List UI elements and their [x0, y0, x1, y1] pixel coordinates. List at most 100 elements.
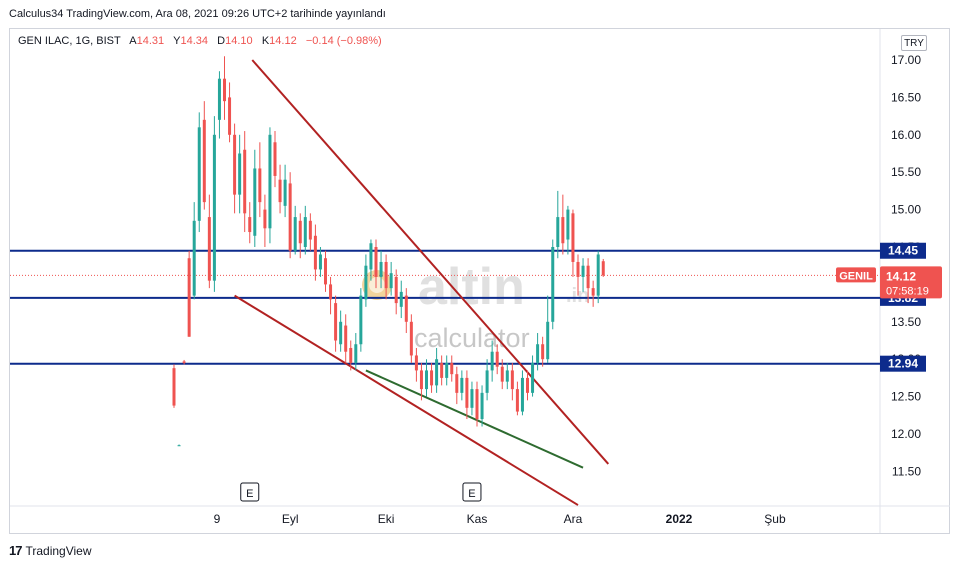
symbol-name: GEN ILAC, 1G, BIST: [18, 35, 121, 47]
earnings-marker-label: E: [246, 488, 253, 500]
candle-body: [430, 370, 434, 386]
candle-body: [551, 247, 555, 322]
earnings-marker-box: [462, 482, 482, 502]
candle-body: [536, 344, 540, 363]
chart-frame[interactable]: [9, 28, 950, 534]
level-price-tag: [880, 242, 926, 259]
candle-body: [278, 179, 282, 203]
last-price-value: 14.12: [886, 269, 916, 283]
candle-body: [243, 149, 247, 214]
candle-body: [591, 288, 595, 296]
candle-body: [581, 265, 585, 277]
candle-body: [495, 351, 499, 367]
last-price-countdown: 07:58:19: [886, 285, 929, 297]
candle-body: [465, 377, 469, 408]
watermark-subtext: calculator: [414, 323, 530, 353]
candle-body: [510, 370, 514, 390]
candle-body: [485, 370, 489, 393]
change-value: −0.14 (−0.98%): [305, 35, 382, 47]
candle-body: [233, 134, 237, 195]
candle-body: [389, 273, 393, 289]
candle-body: [217, 78, 221, 120]
symbol-tag: [836, 267, 876, 283]
candle-body: [273, 142, 277, 176]
symbol-tag-label: GENIL: [839, 270, 873, 282]
time-tick-label: Eki: [378, 512, 395, 526]
candle-body: [546, 321, 550, 360]
candle-body: [399, 291, 403, 307]
trendline-channel-lower: [234, 294, 579, 506]
earnings-marker-box: [240, 482, 260, 502]
candle-body: [202, 119, 206, 203]
trendlines: [234, 59, 610, 506]
price-axis: 17.0016.5016.0015.5015.0014.5014.0013.50…: [891, 53, 921, 478]
candles: [172, 56, 605, 447]
last-price-tag: [880, 266, 942, 299]
candle-body: [561, 217, 565, 244]
candle-body: [313, 235, 317, 270]
time-tick-label: Kas: [467, 512, 488, 526]
candle-body: [324, 258, 327, 285]
time-tick-label: 9: [214, 512, 221, 526]
candle-body: [435, 359, 439, 386]
candle-body: [440, 362, 444, 378]
price-tick-label: 16.50: [891, 90, 921, 104]
candle-body: [364, 265, 368, 300]
candle-body: [571, 213, 575, 262]
candle-body: [541, 344, 545, 360]
low-value: 14.10: [225, 35, 253, 47]
candle-body: [303, 217, 307, 247]
high-label: Y: [173, 35, 181, 47]
candle-body: [490, 351, 494, 371]
candle-body: [379, 261, 383, 277]
low-label: D: [217, 35, 226, 47]
close-label: K: [261, 35, 270, 47]
candle-body: [339, 321, 343, 345]
candle-body: [192, 220, 196, 296]
candle-body: [500, 366, 504, 382]
candle-body: [344, 325, 348, 352]
candle-body: [334, 303, 338, 341]
candle-body: [445, 362, 449, 378]
time-axis: 9 Eyl Eki Kas Ara 2022 Şub: [214, 512, 786, 526]
price-tick-label: 16.00: [891, 128, 921, 142]
candle-body: [182, 361, 186, 363]
candle-body: [374, 247, 378, 277]
trendline-channel-upper: [251, 59, 610, 465]
candle-body: [450, 362, 454, 375]
earnings-marker-label: E: [468, 488, 475, 500]
time-tick-label: Eyl: [282, 512, 299, 526]
price-tick-label: 12.00: [891, 427, 921, 441]
currency-button[interactable]: TRY: [901, 35, 927, 51]
candle-body: [238, 153, 242, 195]
candle-body: [566, 209, 570, 240]
publish-info: Calculus34 TradingView.com, Ara 08, 2021…: [9, 8, 386, 20]
tradingview-logo-icon: 17: [9, 543, 23, 558]
candle-body: [369, 243, 373, 270]
footer[interactable]: 17 TradingView: [9, 543, 92, 558]
candle-body: [394, 276, 398, 304]
candle-body: [212, 134, 216, 281]
candle-body: [475, 389, 479, 420]
candle-body: [228, 97, 232, 135]
candle-body: [197, 127, 201, 221]
candle-body: [298, 220, 302, 244]
candle-body: [172, 368, 176, 406]
candle-body: [470, 389, 474, 408]
candle-body: [207, 217, 211, 281]
candle-body: [455, 374, 459, 393]
candle-body: [293, 217, 297, 251]
candle-body: [526, 377, 529, 393]
price-tick-label: 12.50: [891, 390, 921, 404]
candle-body: [258, 168, 262, 203]
candle-body: [531, 362, 535, 393]
level-price-tag-label: 12.94: [888, 357, 918, 371]
candle-body: [404, 295, 408, 322]
candle-body: [329, 284, 333, 300]
candle-body: [308, 220, 312, 240]
candle-body: [349, 347, 353, 363]
symbol-legend[interactable]: GEN ILAC, 1G, BIST A14.31 Y14.34 D14.10 …: [18, 35, 382, 47]
price-tick-label: 11.50: [892, 464, 921, 478]
time-tick-label: 2022: [666, 512, 693, 526]
